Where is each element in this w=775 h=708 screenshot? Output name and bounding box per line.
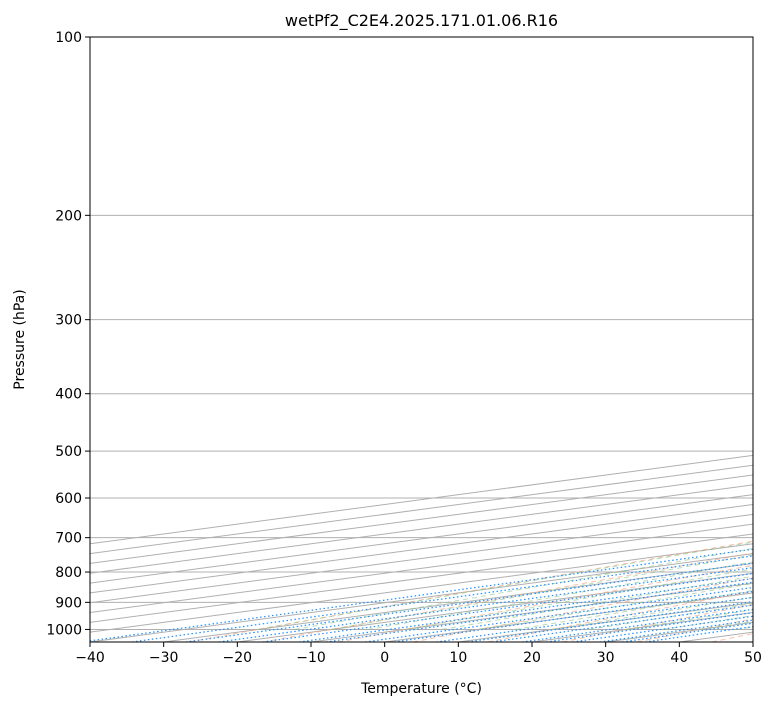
y-axis: 100 200 300 400 500 600 700 800 900 1000 — [46, 30, 90, 638]
dry-adiabat — [412, 577, 753, 642]
mixing-ratio-line — [394, 590, 753, 642]
y-tick-label: 500 — [55, 444, 82, 460]
x-tick-label: −10 — [296, 650, 326, 666]
moist-adiabat — [478, 582, 753, 630]
x-tick-label: −40 — [75, 650, 105, 666]
y-tick-label: 600 — [55, 491, 82, 507]
mixing-ratio-line — [365, 586, 753, 642]
isotherm — [90, 454, 753, 545]
y-tick-label: 800 — [55, 565, 82, 581]
isotherm — [90, 494, 753, 584]
x-tick-label: −30 — [149, 650, 179, 666]
x-tick-label: 10 — [449, 650, 467, 666]
plot-frame — [89, 36, 754, 643]
y-tick-label: 300 — [55, 313, 82, 329]
isotherm — [90, 484, 753, 574]
x-tick-label: 30 — [597, 650, 615, 666]
y-tick-label: 100 — [55, 30, 82, 46]
isotherm — [90, 533, 753, 623]
x-axis-label: Temperature (°C) — [360, 681, 482, 697]
chart-title: wetPf2_C2E4.2025.171.01.06.R16 — [285, 11, 558, 31]
moist-adiabat — [405, 568, 753, 630]
y-tick-label: 200 — [55, 208, 82, 224]
isotherm — [90, 474, 753, 564]
y-tick-label: 700 — [55, 531, 82, 547]
background-lines — [90, 37, 753, 642]
y-tick-label: 1000 — [46, 622, 82, 638]
mixing-ratio-line — [131, 555, 753, 642]
x-tick-label: 40 — [670, 650, 688, 666]
y-tick-label: 900 — [55, 595, 82, 611]
mixing-ratio-line — [436, 596, 753, 642]
mixing-ratio-line — [326, 581, 753, 642]
x-tick-label: 0 — [380, 650, 389, 666]
x-tick-label: 20 — [523, 650, 541, 666]
plot-area: 0.10.20.40.611.52346810131620253036-100-… — [46, 30, 762, 666]
isotherm — [90, 513, 753, 604]
x-tick-label: 50 — [744, 650, 762, 666]
dry-adiabat — [188, 540, 753, 642]
x-tick-label: −20 — [223, 650, 253, 666]
isotherm — [90, 523, 753, 614]
isotherm — [90, 464, 753, 555]
y-axis-label: Pressure (hPa) — [12, 289, 28, 389]
y-tick-label: 400 — [55, 387, 82, 403]
isotherm — [90, 503, 753, 594]
x-axis: −40 −30 −20 −10 0 10 20 30 40 50 — [75, 642, 762, 666]
